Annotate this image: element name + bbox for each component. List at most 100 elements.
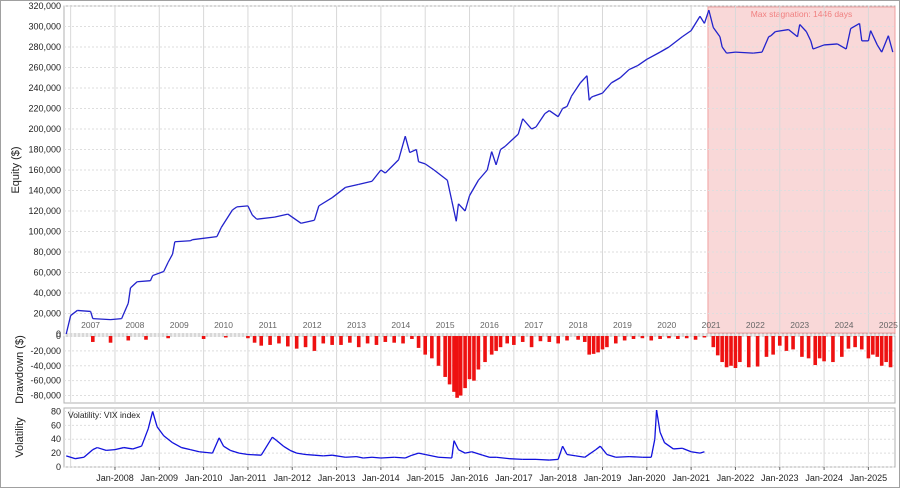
equity-segment bbox=[775, 28, 789, 33]
drawdown-bar bbox=[813, 336, 818, 366]
equity-segment bbox=[468, 179, 479, 196]
vix-segment bbox=[371, 456, 381, 459]
drawdown-bar bbox=[416, 336, 421, 348]
volatility-legend: Volatility: VIX index bbox=[68, 410, 141, 420]
drawdown-bar bbox=[498, 336, 503, 348]
vix-segment bbox=[482, 454, 490, 458]
year-label: 2023 bbox=[790, 320, 809, 330]
equity-segment bbox=[404, 136, 411, 153]
drawdown-bar bbox=[715, 336, 720, 356]
equity-segment bbox=[659, 46, 670, 53]
equity-segment bbox=[397, 135, 406, 160]
drawdown-bar bbox=[472, 336, 476, 381]
x-tick-label: Jan-2023 bbox=[761, 473, 799, 483]
vix-segment bbox=[562, 445, 568, 455]
vix-segment bbox=[682, 447, 692, 453]
y-tick-label: 140,000 bbox=[28, 186, 61, 196]
equity-segment bbox=[92, 317, 111, 321]
y-tick-label: -20,000 bbox=[30, 346, 61, 356]
drawdown-bar bbox=[312, 336, 317, 351]
vix-segment bbox=[260, 436, 273, 456]
drawdown-bar bbox=[339, 336, 343, 345]
equity-segment bbox=[500, 145, 506, 151]
equity-segment bbox=[121, 302, 129, 319]
year-label: 2017 bbox=[524, 320, 543, 330]
vix-segment bbox=[211, 437, 220, 454]
vix-segment bbox=[314, 454, 324, 457]
y-tick-label: -60,000 bbox=[30, 376, 61, 386]
drawdown-bar bbox=[401, 336, 405, 344]
drawdown-bar bbox=[436, 336, 441, 366]
vix-segment bbox=[655, 409, 661, 433]
vix-segment bbox=[163, 435, 173, 444]
equity-segment bbox=[761, 36, 770, 53]
equity-segment bbox=[152, 270, 164, 277]
drawdown-bar bbox=[463, 336, 467, 389]
equity-segment bbox=[300, 219, 315, 224]
drawdown-bar bbox=[201, 336, 206, 339]
year-label: 2020 bbox=[657, 320, 676, 330]
x-tick-label: Jan-2017 bbox=[495, 473, 533, 483]
drawdown-bar bbox=[591, 336, 596, 354]
drawdown-bar bbox=[622, 336, 627, 341]
vix-segment bbox=[629, 455, 643, 458]
vix-segment bbox=[584, 449, 597, 458]
vix-segment bbox=[114, 446, 124, 451]
equity-segment bbox=[274, 213, 288, 218]
equity-segment bbox=[522, 118, 533, 130]
x-tick-label: Jan-2022 bbox=[717, 473, 755, 483]
equity-segment bbox=[491, 151, 497, 166]
drawdown-bar bbox=[859, 336, 864, 350]
equity-segment bbox=[646, 51, 661, 60]
drawdown-bar bbox=[277, 336, 281, 344]
vix-segment bbox=[650, 439, 656, 458]
vix-segment bbox=[123, 446, 133, 450]
equity-segment bbox=[477, 169, 488, 181]
drawdown-bar bbox=[600, 336, 605, 350]
y-tick-label: 0 bbox=[56, 331, 61, 341]
vix-segment bbox=[453, 440, 460, 450]
vix-segment bbox=[156, 426, 165, 437]
equity-segment bbox=[708, 9, 714, 28]
equity-segment bbox=[628, 64, 639, 71]
drawdown-bar bbox=[684, 336, 689, 339]
equity-segment bbox=[850, 22, 860, 30]
vix-segment bbox=[92, 446, 98, 451]
y-tick-label: 0 bbox=[56, 329, 61, 339]
equity-segment bbox=[719, 36, 723, 48]
drawdown-bar bbox=[365, 336, 370, 344]
equity-segment bbox=[433, 169, 448, 181]
equity-segment bbox=[418, 161, 426, 165]
drawdown-bar bbox=[505, 336, 509, 344]
drawdown-bar bbox=[374, 336, 379, 345]
vix-segment bbox=[549, 458, 559, 461]
drawdown-bar bbox=[676, 336, 680, 339]
vix-segment bbox=[223, 445, 231, 451]
drawdown-bar bbox=[423, 336, 428, 355]
equity-segment bbox=[127, 287, 132, 304]
drawdown-bar bbox=[452, 336, 456, 392]
x-tick-label: Jan-2008 bbox=[96, 473, 134, 483]
y-tick-label: 0 bbox=[56, 462, 61, 472]
drawdown-bar bbox=[467, 336, 472, 380]
drawdown-bar bbox=[556, 336, 560, 344]
vix-segment bbox=[496, 456, 510, 460]
equity-segment bbox=[611, 77, 621, 84]
equity-segment bbox=[796, 24, 801, 37]
vix-segment bbox=[535, 458, 550, 461]
equity-segment bbox=[586, 75, 590, 101]
drawdown-bar bbox=[268, 336, 272, 345]
drawdown-bar bbox=[447, 336, 452, 385]
drawdown-bar bbox=[538, 336, 543, 342]
vix-segment bbox=[471, 451, 484, 456]
vix-segment bbox=[238, 452, 249, 456]
drawdown-bar bbox=[252, 336, 257, 343]
drawdown-bar bbox=[658, 336, 662, 339]
vix-segment bbox=[283, 445, 291, 451]
equity-segment bbox=[699, 15, 705, 24]
vix-segment bbox=[230, 449, 240, 454]
equity-segment bbox=[544, 110, 550, 115]
y-tick-label: 240,000 bbox=[28, 83, 61, 93]
y-axis-label: Equity ($) bbox=[10, 146, 22, 193]
drawdown-bar bbox=[259, 336, 264, 346]
